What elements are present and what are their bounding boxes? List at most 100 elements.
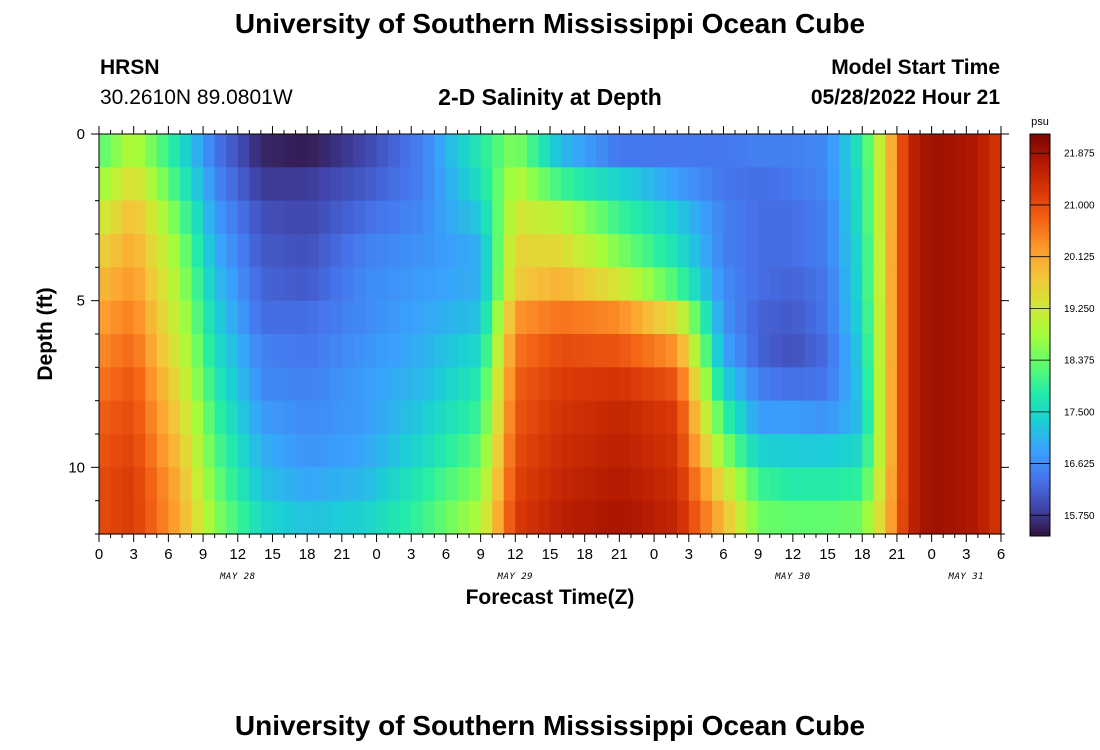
heatmap-cell bbox=[133, 267, 146, 302]
heatmap-cell bbox=[260, 300, 274, 335]
heatmap-cell bbox=[804, 200, 817, 235]
heatmap-cell bbox=[931, 467, 944, 502]
heatmap-cell bbox=[260, 200, 274, 235]
heatmap-cell bbox=[353, 334, 366, 368]
heatmap-cell bbox=[318, 167, 331, 202]
heatmap-cell bbox=[908, 200, 921, 235]
heatmap-cell bbox=[758, 434, 771, 468]
heatmap-cell bbox=[642, 467, 655, 502]
heatmap-cell bbox=[145, 134, 158, 168]
heatmap-cell bbox=[422, 500, 435, 535]
heatmap-cell bbox=[896, 234, 910, 268]
heatmap-cell bbox=[654, 300, 667, 335]
heatmap-cell bbox=[781, 334, 794, 368]
heatmap-cell bbox=[133, 134, 146, 168]
heatmap-cell bbox=[249, 334, 262, 368]
heatmap-cell bbox=[711, 234, 725, 268]
heatmap-cell bbox=[584, 200, 597, 235]
heatmap-cell bbox=[862, 400, 875, 435]
heatmap-cell bbox=[735, 134, 748, 168]
heatmap-cell bbox=[203, 200, 216, 235]
heatmap-cell bbox=[399, 300, 412, 335]
heatmap-cell bbox=[492, 467, 505, 502]
heatmap-cell bbox=[307, 400, 320, 435]
heatmap-cell bbox=[307, 367, 320, 402]
heatmap-cell bbox=[156, 367, 169, 402]
heatmap-cell bbox=[214, 200, 227, 235]
heatmap-cell bbox=[515, 434, 528, 468]
heatmap-cell bbox=[295, 434, 308, 468]
heatmap-cell bbox=[908, 500, 921, 535]
heatmap-cell bbox=[630, 234, 644, 268]
heatmap-cell bbox=[665, 467, 678, 502]
heatmap-cell bbox=[492, 300, 505, 335]
heatmap-cell bbox=[746, 300, 759, 335]
heatmap-cell bbox=[341, 334, 355, 368]
heatmap-cell bbox=[688, 200, 701, 235]
heatmap-cell bbox=[226, 234, 239, 268]
heatmap-cell bbox=[815, 434, 829, 468]
heatmap-cell bbox=[388, 467, 401, 502]
heatmap-cell bbox=[758, 167, 771, 202]
heatmap-cell bbox=[688, 500, 701, 535]
heatmap-cell bbox=[769, 434, 782, 468]
heatmap-cell bbox=[723, 334, 736, 368]
heatmap-cell bbox=[642, 300, 655, 335]
heatmap-cell bbox=[284, 500, 297, 535]
heatmap-cell bbox=[677, 500, 690, 535]
heatmap-cell bbox=[156, 267, 169, 302]
heatmap-cell bbox=[411, 134, 424, 168]
heatmap-cell bbox=[388, 434, 401, 468]
heatmap-cell bbox=[341, 434, 355, 468]
heatmap-cell bbox=[688, 234, 701, 268]
heatmap-cell bbox=[700, 234, 713, 268]
heatmap-cell bbox=[665, 434, 678, 468]
heatmap-cell bbox=[954, 367, 967, 402]
heatmap-cell bbox=[249, 467, 262, 502]
heatmap-cell bbox=[249, 167, 262, 202]
heatmap-cell bbox=[237, 134, 250, 168]
heatmap-cell bbox=[503, 200, 516, 235]
heatmap-cell bbox=[815, 234, 829, 268]
heatmap-cell bbox=[503, 134, 516, 168]
heatmap-cell bbox=[469, 500, 482, 535]
heatmap-cell bbox=[445, 134, 459, 168]
heatmap-cell bbox=[908, 467, 921, 502]
heatmap-cell bbox=[191, 334, 204, 368]
heatmap-cell bbox=[839, 267, 852, 302]
heatmap-cell bbox=[827, 367, 840, 402]
heatmap-cell bbox=[284, 267, 297, 302]
heatmap-cell bbox=[665, 267, 678, 302]
heatmap-cell bbox=[966, 434, 979, 468]
heatmap-cell bbox=[399, 367, 412, 402]
heatmap-cell bbox=[769, 300, 782, 335]
heatmap-cell bbox=[596, 300, 609, 335]
heatmap-cell bbox=[249, 300, 262, 335]
heatmap-cell bbox=[492, 367, 505, 402]
heatmap-cell bbox=[226, 200, 239, 235]
heatmap-cell bbox=[364, 167, 378, 202]
heatmap-cell bbox=[873, 200, 886, 235]
heatmap-cell bbox=[191, 467, 204, 502]
heatmap-cell bbox=[538, 334, 551, 368]
heatmap-cell bbox=[920, 200, 933, 235]
heatmap-cell bbox=[388, 167, 401, 202]
heatmap-cell bbox=[989, 400, 1002, 435]
heatmap-cell bbox=[168, 234, 181, 268]
heatmap-cell bbox=[723, 400, 736, 435]
heatmap-cell bbox=[538, 234, 551, 268]
heatmap-cell bbox=[943, 434, 956, 468]
heatmap-cell bbox=[815, 134, 829, 168]
heatmap-cell bbox=[873, 400, 886, 435]
heatmap-cell bbox=[284, 434, 297, 468]
heatmap-cell bbox=[977, 367, 991, 402]
heatmap-cell bbox=[550, 134, 563, 168]
heatmap-cell bbox=[619, 367, 632, 402]
heatmap-cell bbox=[781, 367, 794, 402]
heatmap-cell bbox=[526, 267, 540, 302]
heatmap-cell bbox=[827, 400, 840, 435]
heatmap-cell bbox=[700, 367, 713, 402]
heatmap-cell bbox=[145, 200, 158, 235]
heatmap-cell bbox=[457, 334, 470, 368]
heatmap-cell bbox=[295, 500, 308, 535]
